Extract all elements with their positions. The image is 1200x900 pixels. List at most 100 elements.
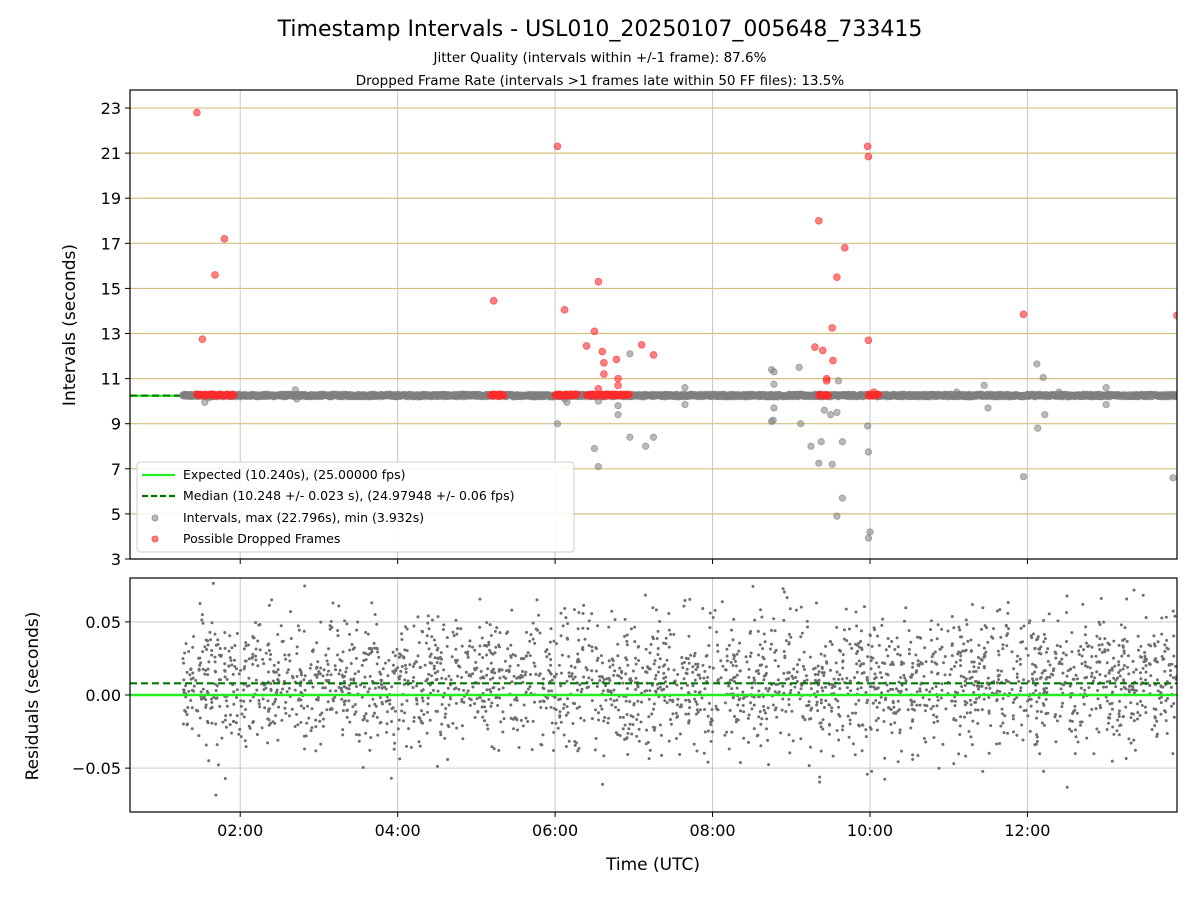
- residual-point: [646, 665, 650, 669]
- residual-point: [336, 653, 340, 657]
- residual-point: [821, 718, 825, 722]
- residual-point: [1039, 645, 1043, 649]
- residual-point: [1104, 674, 1108, 678]
- residual-point: [485, 673, 489, 677]
- residual-point: [963, 649, 967, 653]
- residual-point: [455, 632, 459, 636]
- residual-point: [268, 657, 272, 661]
- residual-point: [1106, 641, 1110, 645]
- residual-point: [491, 676, 495, 680]
- residual-point: [757, 653, 761, 657]
- residual-point: [1087, 686, 1091, 690]
- residual-point: [910, 703, 914, 707]
- residual-point: [390, 719, 394, 723]
- residual-point: [757, 689, 761, 693]
- residual-point: [1065, 610, 1069, 614]
- residual-point: [534, 672, 538, 676]
- residual-point: [426, 696, 430, 700]
- residual-point: [950, 699, 954, 703]
- residual-point: [1070, 729, 1074, 733]
- residual-point: [982, 646, 986, 650]
- residual-point: [276, 632, 280, 636]
- residual-point: [466, 652, 470, 656]
- residual-point: [430, 674, 434, 678]
- residual-point: [936, 719, 940, 723]
- residual-point: [550, 678, 554, 682]
- residual-point: [886, 654, 890, 658]
- residual-point: [1160, 695, 1164, 699]
- residual-point: [213, 682, 217, 686]
- residual-point: [1164, 719, 1168, 723]
- residual-point: [738, 761, 742, 765]
- top-y-tick-label: 13: [101, 325, 121, 344]
- residual-point: [1062, 683, 1066, 687]
- residual-point: [243, 739, 247, 743]
- residual-point: [799, 605, 803, 609]
- interval-point: [864, 534, 873, 542]
- residual-point: [685, 667, 689, 671]
- residual-point: [552, 639, 556, 643]
- residual-point: [609, 697, 613, 701]
- residual-point: [950, 654, 954, 658]
- residual-point: [303, 747, 307, 751]
- residual-point: [1046, 711, 1050, 715]
- residual-point: [564, 713, 568, 717]
- residual-point: [216, 638, 220, 642]
- residual-point: [573, 743, 577, 747]
- residual-point: [385, 710, 389, 714]
- residual-point: [412, 716, 416, 720]
- residual-point: [741, 696, 745, 700]
- residual-point: [302, 629, 306, 633]
- residual-point: [656, 653, 660, 657]
- residual-point: [678, 752, 682, 756]
- residual-point: [1122, 649, 1126, 653]
- residual-point: [756, 733, 760, 737]
- residual-point: [687, 634, 691, 638]
- residual-point: [476, 709, 480, 713]
- residual-point: [327, 647, 331, 651]
- interval-point: [905, 390, 913, 398]
- residual-point: [1163, 643, 1167, 647]
- residual-point: [420, 629, 424, 633]
- residual-point: [445, 636, 449, 640]
- residual-point: [654, 673, 658, 677]
- residual-point: [848, 679, 852, 683]
- residual-point: [965, 701, 969, 705]
- residual-point: [667, 645, 671, 649]
- residual-point: [650, 712, 654, 716]
- residual-point: [357, 670, 361, 674]
- residual-point: [950, 615, 954, 619]
- residual-point: [935, 704, 939, 708]
- residual-point: [683, 599, 687, 603]
- residual-point: [1098, 648, 1102, 652]
- residual-point: [559, 684, 563, 688]
- residual-point: [962, 642, 966, 646]
- residual-point: [213, 660, 217, 664]
- residual-point: [787, 642, 791, 646]
- residual-point: [803, 718, 807, 722]
- residual-point: [1124, 705, 1128, 709]
- residual-point: [764, 711, 768, 715]
- residual-point: [185, 713, 189, 717]
- residual-point: [816, 690, 820, 694]
- residual-point: [1122, 715, 1126, 719]
- residual-point: [490, 701, 494, 705]
- residual-point: [625, 687, 629, 691]
- residual-point: [952, 717, 956, 721]
- residual-point: [693, 697, 697, 701]
- residual-point: [351, 647, 355, 651]
- residual-point: [830, 643, 834, 647]
- residual-point: [214, 643, 218, 647]
- residual-point: [566, 711, 570, 715]
- residual-point: [1137, 648, 1141, 652]
- residual-point: [303, 688, 307, 692]
- residual-point: [402, 682, 406, 686]
- residual-point: [283, 706, 287, 710]
- residual-point: [250, 655, 254, 659]
- residual-point: [1011, 714, 1015, 718]
- residual-point: [581, 626, 585, 630]
- residual-point: [856, 687, 860, 691]
- residual-point: [650, 683, 654, 687]
- residual-point: [498, 696, 502, 700]
